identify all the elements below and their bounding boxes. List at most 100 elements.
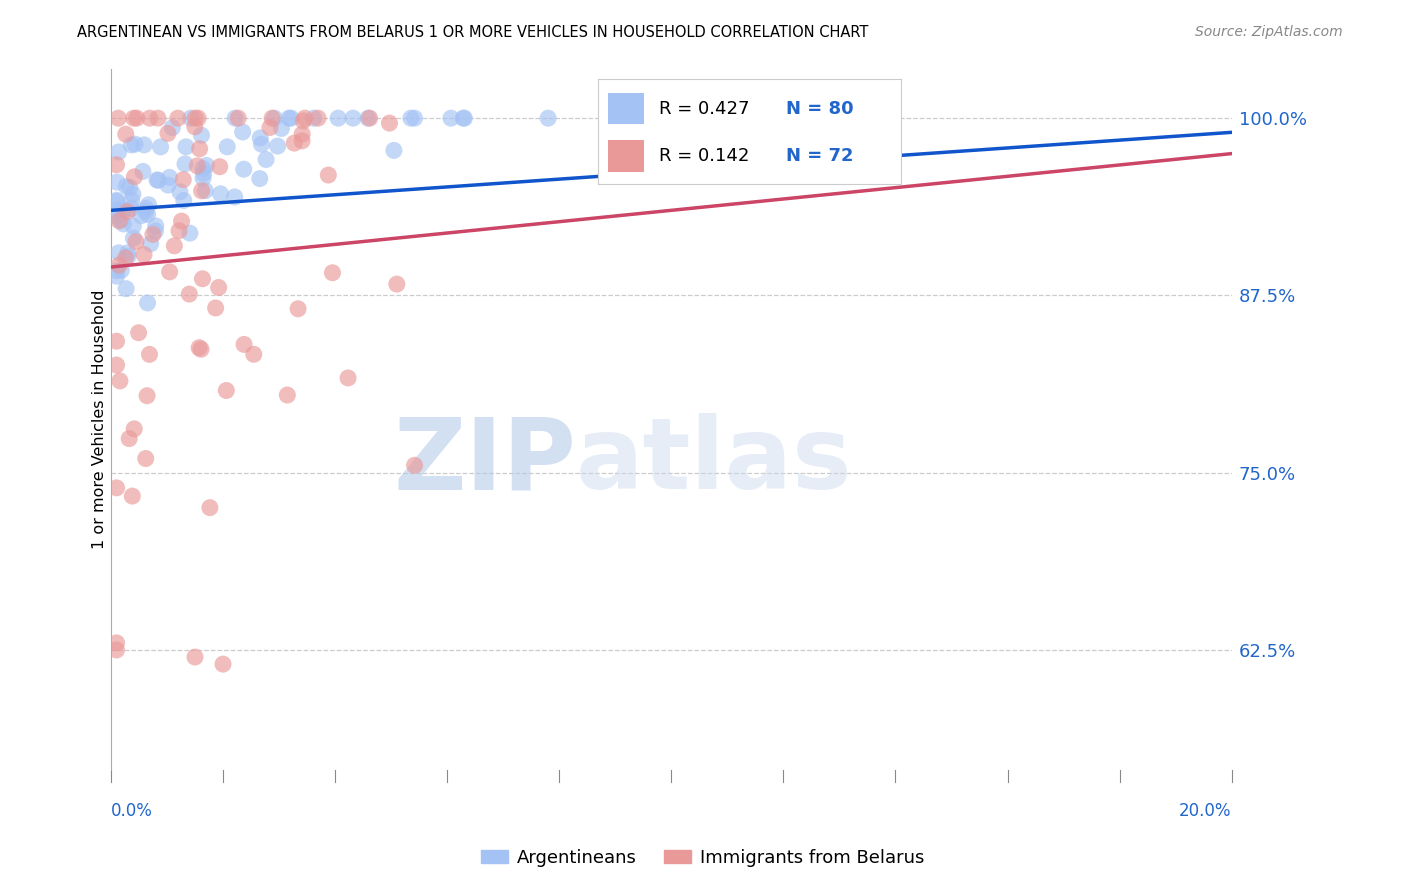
Point [224, 111, 246, 125]
Point [262, 111, 284, 125]
Point [537, 111, 560, 125]
Point [187, 111, 209, 125]
Point [307, 111, 329, 125]
Point [382, 144, 405, 158]
Point [184, 111, 207, 125]
Point [117, 245, 139, 260]
Point [138, 347, 160, 361]
Point [280, 111, 302, 125]
Point [440, 111, 463, 125]
Point [114, 127, 136, 141]
Point [138, 198, 160, 212]
Point [122, 111, 145, 125]
Point [112, 203, 135, 218]
Point [132, 247, 155, 261]
Point [149, 140, 172, 154]
Point [232, 162, 254, 177]
Point [108, 374, 131, 388]
Point [118, 432, 141, 446]
Point [263, 111, 285, 125]
Point [179, 287, 201, 301]
Point [107, 145, 129, 159]
Point [105, 334, 128, 349]
Point [215, 384, 238, 398]
Point [117, 249, 139, 263]
Point [184, 120, 207, 134]
Point [122, 187, 145, 202]
Point [166, 111, 188, 125]
Point [172, 172, 194, 186]
Point [129, 209, 152, 223]
Point [107, 203, 129, 218]
Point [124, 137, 146, 152]
Point [186, 159, 208, 173]
Point [122, 422, 145, 436]
Point [156, 126, 179, 140]
Text: ZIP: ZIP [394, 413, 576, 510]
Point [193, 166, 215, 180]
Point [122, 231, 145, 245]
Point [404, 111, 426, 125]
Point [105, 636, 128, 650]
Point [224, 190, 246, 204]
Point [118, 180, 141, 194]
Point [162, 120, 184, 135]
Point [190, 128, 212, 143]
Point [105, 643, 128, 657]
Point [276, 388, 298, 402]
Point [191, 171, 214, 186]
Point [232, 125, 254, 139]
Point [190, 343, 212, 357]
Point [283, 136, 305, 150]
Point [277, 111, 299, 125]
Point [209, 186, 232, 201]
Point [159, 170, 181, 185]
Point [399, 111, 422, 125]
Point [233, 337, 256, 351]
Point [142, 227, 165, 242]
Point [139, 236, 162, 251]
Point [208, 160, 231, 174]
Legend: Argentineans, Immigrants from Belarus: Argentineans, Immigrants from Belarus [474, 842, 932, 874]
Point [190, 184, 212, 198]
Point [110, 263, 132, 277]
Y-axis label: 1 or more Vehicles in Household: 1 or more Vehicles in Household [93, 290, 107, 549]
Point [134, 137, 156, 152]
Point [115, 282, 138, 296]
Point [294, 111, 316, 125]
Point [117, 204, 139, 219]
Point [174, 140, 197, 154]
Point [195, 158, 218, 172]
Point [250, 137, 273, 152]
Point [108, 258, 131, 272]
Point [359, 111, 381, 125]
Point [191, 161, 214, 176]
Point [302, 111, 325, 125]
Point [121, 193, 143, 207]
Point [120, 138, 142, 153]
Point [337, 371, 360, 385]
Point [212, 657, 235, 672]
Point [105, 193, 128, 207]
Point [105, 158, 128, 172]
Text: 20.0%: 20.0% [1180, 802, 1232, 820]
Point [148, 173, 170, 187]
Point [453, 111, 475, 125]
Point [120, 202, 142, 216]
Point [226, 111, 249, 125]
Point [105, 481, 128, 495]
Point [167, 224, 190, 238]
Point [108, 214, 131, 228]
Point [114, 251, 136, 265]
Point [145, 224, 167, 238]
Point [291, 127, 314, 141]
Point [135, 204, 157, 219]
Point [122, 219, 145, 233]
Point [318, 168, 340, 182]
Point [105, 194, 128, 209]
Point [115, 179, 138, 194]
Point [136, 207, 159, 221]
Point [291, 134, 314, 148]
Point [217, 140, 239, 154]
Point [136, 389, 159, 403]
